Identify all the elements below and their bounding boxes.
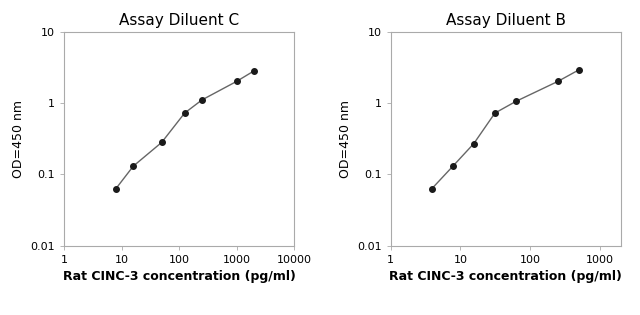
X-axis label: Rat CINC-3 concentration (pg/ml): Rat CINC-3 concentration (pg/ml) xyxy=(389,270,622,283)
Title: Assay Diluent C: Assay Diluent C xyxy=(119,13,239,27)
Y-axis label: OD=450 nm: OD=450 nm xyxy=(12,100,25,178)
Y-axis label: OD=450 nm: OD=450 nm xyxy=(339,100,351,178)
Title: Assay Diluent B: Assay Diluent B xyxy=(445,13,566,27)
X-axis label: Rat CINC-3 concentration (pg/ml): Rat CINC-3 concentration (pg/ml) xyxy=(63,270,296,283)
